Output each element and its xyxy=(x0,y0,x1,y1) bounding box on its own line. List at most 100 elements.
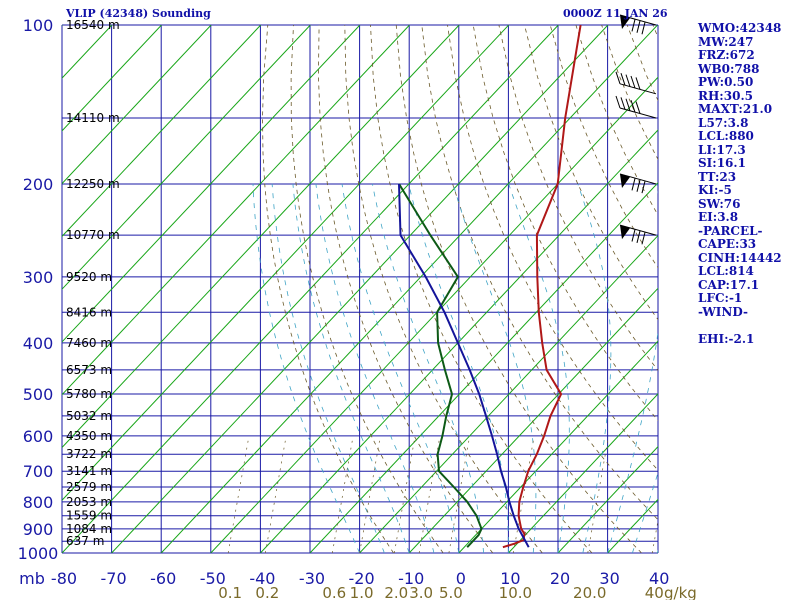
wind-barb-feather xyxy=(635,101,641,114)
stat-item: TT:23 xyxy=(698,169,737,184)
pressure-tick-label: 800 xyxy=(23,493,54,512)
dry-adiabat xyxy=(370,25,593,553)
wind-barbs xyxy=(615,14,657,245)
chart-title: VLIP (42348) Sounding xyxy=(66,7,211,20)
wind-barb xyxy=(615,95,657,119)
dry-adiabat xyxy=(290,25,444,553)
mixing-ratio-label: 0.1 xyxy=(218,584,242,600)
stat-item: EHI:-2.1 xyxy=(698,331,755,346)
mixing-ratio-label: 3.0 xyxy=(409,584,433,600)
moist-adiabat xyxy=(271,183,385,553)
moist-adiabat xyxy=(577,183,612,553)
isotherm-line xyxy=(309,182,658,553)
isotherm-line xyxy=(62,25,559,553)
stat-item: LCL:880 xyxy=(698,129,754,143)
temperature-tick-label: 10 xyxy=(500,569,520,588)
height-label: 637 m xyxy=(66,534,104,548)
wind-barb-feather xyxy=(625,74,631,87)
temperature-tick-label: -70 xyxy=(101,569,127,588)
stat-item: -WIND- xyxy=(698,304,748,319)
wind-barb-feather xyxy=(620,73,626,86)
wind-barb-feather xyxy=(631,229,636,242)
isotherm-line xyxy=(62,25,410,396)
stat-item: LI:17.3 xyxy=(698,142,746,157)
mixing-ratio-label: 0.6 xyxy=(322,584,346,600)
moist-adiabat xyxy=(452,183,537,553)
pressure-tick-label: 500 xyxy=(23,385,54,404)
height-label: 9520 m xyxy=(66,270,112,284)
moist-adiabat-lines xyxy=(252,183,658,553)
height-label: 4350 m xyxy=(66,429,112,443)
height-label: 5780 m xyxy=(66,387,112,401)
isotherm-line xyxy=(508,393,658,553)
isotherm-line xyxy=(0,25,13,553)
height-label: 1084 m xyxy=(66,522,112,536)
stat-item: L57:3.8 xyxy=(698,115,749,130)
dry-adiabat xyxy=(317,25,494,553)
dry-adiabat xyxy=(447,25,658,471)
dry-adiabat xyxy=(421,25,658,521)
height-labels: 16540 m 14110 m 12250 m 10770 m 9520 m 8416 m… xyxy=(66,18,120,548)
height-label: 2053 m xyxy=(66,495,112,509)
isotherm-lines xyxy=(0,25,658,553)
pressure-axis-label: mb xyxy=(19,569,45,588)
mixing-ratio-label: 5.0 xyxy=(439,584,463,600)
isotherm-line xyxy=(62,25,162,132)
isotherm-line xyxy=(458,340,658,553)
wind-barb xyxy=(619,173,657,194)
pressure-tick-label: 100 xyxy=(23,16,54,35)
height-label: 1559 m xyxy=(66,509,112,523)
pressure-tick-labels: 100 200 300 400 500 600 700 800 900 1000 mb xyxy=(18,16,59,588)
stat-item: CINH:14442 xyxy=(698,250,782,265)
stat-item: CAPE:33 xyxy=(698,237,757,251)
wind-barb-staff xyxy=(619,107,657,119)
stat-item: RH:30.5 xyxy=(698,88,753,103)
wind-barb-staff xyxy=(619,173,657,185)
temperature-tick-label: 40 xyxy=(649,569,669,588)
moist-adiabat xyxy=(315,183,435,553)
mixing-ratio-line xyxy=(587,435,609,553)
chart-time: 0000Z 11 JAN 26 xyxy=(563,7,668,20)
mixing-ratio-label: 2.0 xyxy=(384,584,408,600)
dry-adiabat xyxy=(395,25,642,553)
stat-item: FRZ:672 xyxy=(698,48,755,62)
wind-barb-feather xyxy=(631,19,636,32)
height-label: 10770 m xyxy=(66,228,120,242)
mixing-ratio-line xyxy=(227,435,250,553)
dry-adiabat xyxy=(781,25,800,553)
wind-barb-pennant xyxy=(620,173,630,188)
wind-barb-feather xyxy=(615,95,621,109)
height-label: 6573 m xyxy=(66,363,112,377)
isotherm-line xyxy=(557,445,658,553)
moist-adiabat xyxy=(508,183,570,553)
wind-barb-feather xyxy=(631,178,636,191)
stat-item: MAXT:21.0 xyxy=(698,102,773,116)
mixing-ratio-label: 1.0 xyxy=(350,584,374,600)
isotherm-line xyxy=(62,25,212,185)
dry-adiabat xyxy=(344,25,543,553)
stat-item: LCL:814 xyxy=(698,264,754,278)
stat-item: PW:0.50 xyxy=(698,75,754,89)
stat-item: KI:-5 xyxy=(698,183,732,197)
temperature-tick-label: -20 xyxy=(349,569,375,588)
mixing-ratio-line xyxy=(513,435,535,553)
wind-barb-feather xyxy=(630,75,636,89)
wind-barb-feather xyxy=(625,98,631,111)
pressure-tick-label: 1000 xyxy=(18,544,59,563)
wind-barb-feather xyxy=(641,232,646,245)
stat-item: CAP:17.1 xyxy=(698,277,760,292)
height-label: 3141 m xyxy=(66,464,112,478)
stat-item xyxy=(698,319,782,333)
mixing-ratio-lines xyxy=(227,435,658,553)
stat-item: EI:3.8 xyxy=(698,210,739,224)
mixing-ratio-line xyxy=(448,435,471,553)
mixing-ratio-labels: 0.1 0.2 0.6 1.0 2.0 3.0 5.0 10.0 20.0 40 g/kg xyxy=(218,584,697,600)
dry-adiabat xyxy=(262,25,394,553)
wind-barb-feather xyxy=(641,181,646,194)
stat-item: -PARCEL- xyxy=(698,223,763,238)
isotherm-line xyxy=(62,25,262,238)
isotherm-line xyxy=(62,25,311,290)
pressure-tick-label: 300 xyxy=(23,268,54,287)
wind-barb-pennant xyxy=(620,15,630,29)
